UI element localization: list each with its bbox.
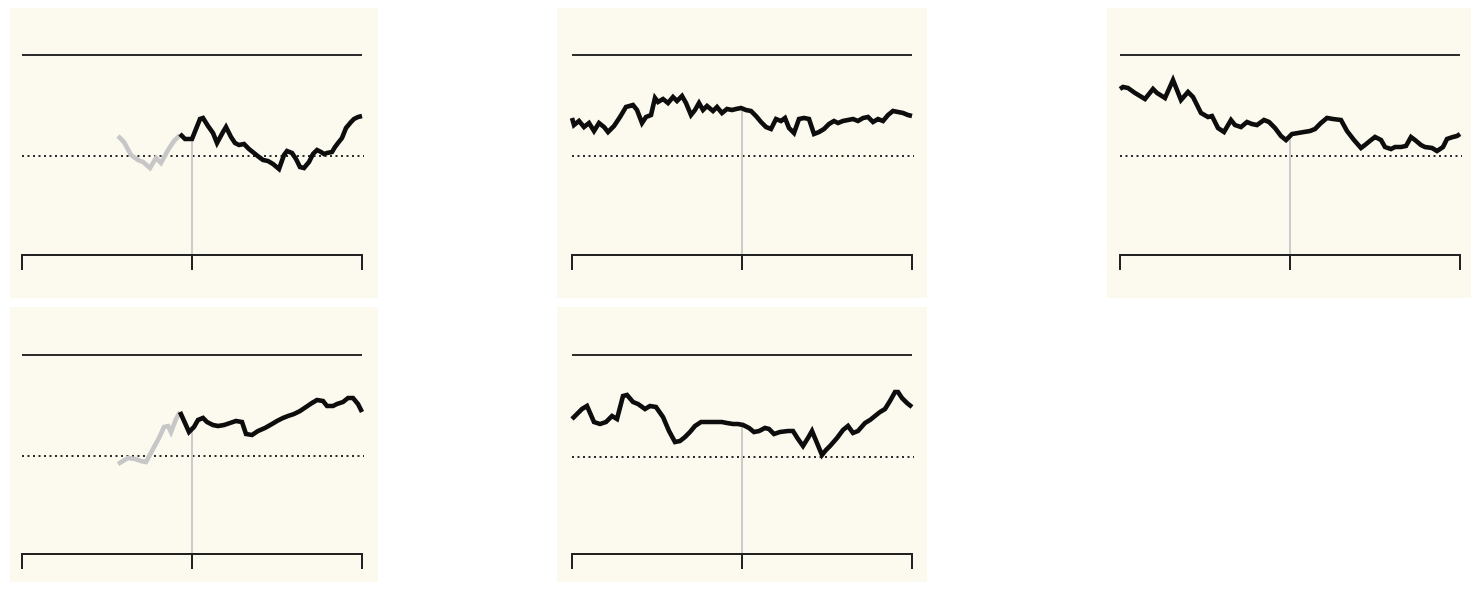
x-axis-line (21, 553, 363, 569)
chart-canvas-bottom-middle (570, 354, 914, 569)
series-line-current-period (178, 113, 363, 173)
x-axis-line (1119, 254, 1461, 270)
sparkline-panel-bottom-middle (557, 307, 927, 582)
x-axis-line (571, 254, 913, 270)
series-line-current-period (570, 389, 914, 460)
chart-canvas-top-right (1118, 54, 1462, 270)
series-line-prior-period (116, 410, 182, 466)
sparkline-panel-bottom-left (10, 307, 378, 582)
series-line-current-period (177, 395, 365, 438)
chart-canvas-top-left (21, 54, 364, 270)
x-axis-line (21, 254, 363, 270)
sparkline-panel-top-left (10, 8, 378, 298)
x-axis-line (571, 553, 913, 569)
chart-canvas-top-middle (569, 54, 914, 270)
sparkline-panel-top-middle (557, 8, 927, 298)
series-line-current-period (1118, 74, 1462, 154)
series-line-prior-period (116, 133, 182, 172)
chart-canvas-bottom-left (21, 354, 365, 569)
series-line-current-period (569, 92, 913, 138)
sparkline-panel-top-right (1107, 8, 1471, 298)
